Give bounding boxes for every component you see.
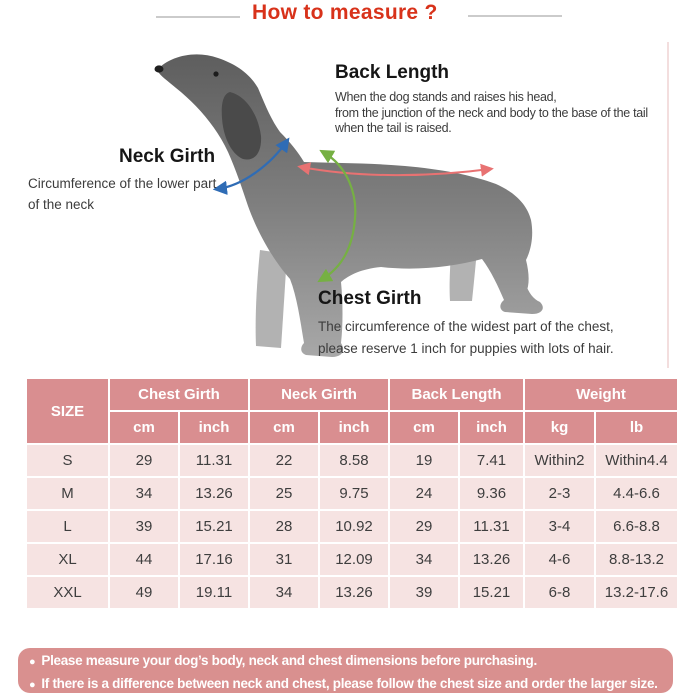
table-row: L 39 15.21 28 10.92 29 11.31 3-4 6.6-8.8 (25, 509, 679, 544)
value-cell: 19.11 (178, 575, 250, 610)
value-cell: 4.4-6.6 (594, 476, 679, 511)
note-line: ● Please measure your dog’s body, neck an… (29, 650, 673, 673)
value-cell: 2-3 (523, 476, 596, 511)
table-row: XL 44 17.16 31 12.09 34 13.26 4-6 8.8-13.2 (25, 542, 679, 577)
dog-nose (154, 65, 164, 73)
neck-girth-line: Circumference of the lower part (28, 176, 217, 191)
neck-girth-heading: Neck Girth (119, 146, 216, 167)
value-cell: 15.21 (178, 509, 250, 544)
value-cell: 28 (248, 509, 320, 544)
value-cell: 8.8-13.2 (594, 542, 679, 577)
unit-header: cm (108, 410, 180, 445)
value-cell: 31 (248, 542, 320, 577)
back-length-line: from the junction of the neck and body t… (335, 105, 648, 120)
unit-header: inch (458, 410, 525, 445)
value-cell: 11.31 (458, 509, 525, 544)
value-cell: 8.58 (318, 443, 390, 478)
image-edge-artifact (667, 42, 669, 368)
value-cell: 13.26 (458, 542, 525, 577)
value-cell: 34 (248, 575, 320, 610)
notes-bar: ● Please measure your dog’s body, neck an… (18, 648, 673, 693)
chest-girth-heading: Chest Girth (318, 288, 422, 309)
unit-header: lb (594, 410, 679, 445)
size-cell: XL (25, 542, 110, 577)
value-cell: 49 (108, 575, 180, 610)
unit-header: cm (248, 410, 320, 445)
table-row: M 34 13.26 25 9.75 24 9.36 2-3 4.4-6.6 (25, 476, 679, 511)
dog-eye (213, 71, 219, 77)
value-cell: 22 (248, 443, 320, 478)
title-divider-left (156, 16, 240, 18)
chest-girth-line: The circumference of the widest part of … (318, 319, 614, 334)
neck-girth-arrow (212, 137, 290, 195)
value-cell: 19 (388, 443, 460, 478)
back-length-heading: Back Length (335, 62, 450, 83)
note-text: If there is a difference between neck an… (41, 676, 658, 691)
value-cell: 29 (388, 509, 460, 544)
note-text: Please measure your dog’s body, neck and… (41, 653, 537, 668)
back-length-line: when the tail is raised. (335, 121, 452, 135)
value-cell: Within4.4 (594, 443, 679, 478)
neck-girth-description: Circumference of the lower part of the n… (28, 173, 216, 215)
value-cell: 4-6 (523, 542, 596, 577)
value-cell: 6.6-8.8 (594, 509, 679, 544)
unit-header: kg (523, 410, 596, 445)
bullet-icon: ● (29, 656, 36, 668)
value-cell: Within2 (523, 443, 596, 478)
chest-girth-description: The circumference of the widest part of … (318, 316, 614, 360)
value-cell: 13.26 (318, 575, 390, 610)
neck-girth-line: of the neck (28, 197, 95, 212)
page-title: How to measure ? (252, 1, 438, 24)
value-cell: 34 (388, 542, 460, 577)
value-cell: 39 (108, 509, 180, 544)
value-cell: 24 (388, 476, 460, 511)
size-cell: M (25, 476, 110, 511)
value-cell: 15.21 (458, 575, 525, 610)
value-cell: 7.41 (458, 443, 525, 478)
value-cell: 29 (108, 443, 180, 478)
back-length-group-header: Back Length (388, 377, 525, 412)
weight-group-header: Weight (523, 377, 679, 412)
neck-girth-group-header: Neck Girth (248, 377, 390, 412)
value-cell: 9.75 (318, 476, 390, 511)
chest-girth-group-header: Chest Girth (108, 377, 250, 412)
value-cell: 17.16 (178, 542, 250, 577)
table-header-row: SIZE Chest Girth Neck Girth Back Length … (25, 377, 679, 445)
title-divider-right (468, 15, 562, 17)
value-cell: 25 (248, 476, 320, 511)
size-cell: S (25, 443, 110, 478)
table-row: XXL 49 19.11 34 13.26 39 15.21 6-8 13.2-17.6 (25, 575, 679, 610)
chest-girth-line: please reserve 1 inch for puppies with l… (318, 341, 614, 356)
value-cell: 13.2-17.6 (594, 575, 679, 610)
size-column-header: SIZE (25, 377, 110, 445)
value-cell: 34 (108, 476, 180, 511)
value-cell: 10.92 (318, 509, 390, 544)
unit-header: cm (388, 410, 460, 445)
value-cell: 13.26 (178, 476, 250, 511)
unit-header: inch (318, 410, 390, 445)
value-cell: 6-8 (523, 575, 596, 610)
size-table: SIZE Chest Girth Neck Girth Back Length … (25, 377, 679, 610)
size-cell: XXL (25, 575, 110, 610)
value-cell: 3-4 (523, 509, 596, 544)
dog-illustration (154, 54, 543, 357)
table-unit-row: cm inch cm inch cm inch kg lb (26, 410, 679, 445)
bullet-icon: ● (29, 679, 36, 691)
value-cell: 44 (108, 542, 180, 577)
chest-girth-arrow (317, 149, 357, 283)
back-length-line: When the dog stands and raises his head, (335, 90, 557, 104)
value-cell: 12.09 (318, 542, 390, 577)
value-cell: 11.31 (178, 443, 250, 478)
size-cell: L (25, 509, 110, 544)
unit-header: inch (178, 410, 250, 445)
value-cell: 9.36 (458, 476, 525, 511)
value-cell: 39 (388, 575, 460, 610)
dog-far-front-leg (255, 250, 287, 348)
note-line: ● If there is a difference between neck a… (29, 673, 673, 696)
table-row: S 29 11.31 22 8.58 19 7.41 Within2 Within4.4 (25, 443, 679, 478)
back-length-description: When the dog stands and raises his head,… (335, 90, 648, 137)
size-table-body: S 29 11.31 22 8.58 19 7.41 Within2 Within4.4 M 34 1… (25, 443, 679, 610)
